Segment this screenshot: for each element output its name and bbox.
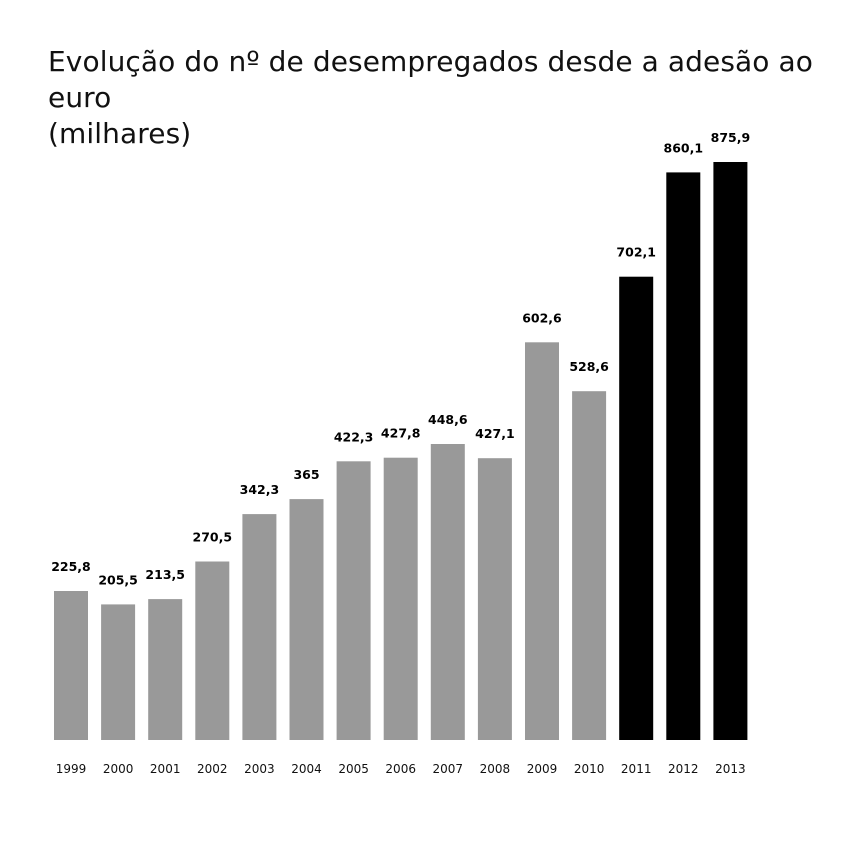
x-tick-label-2012: 2012 [668,762,699,776]
bar-2009 [525,342,559,740]
value-label-2009: 602,6 [522,310,562,325]
bar-2003 [242,514,277,740]
bar-2004 [289,499,324,740]
bar-2000 [101,604,136,740]
value-label-2007: 448,6 [428,412,468,427]
value-label-2004: 365 [293,467,319,482]
x-tick-label-2006: 2006 [385,762,416,776]
x-tick-label-2001: 2001 [150,762,181,776]
x-tick-label-2008: 2008 [480,762,511,776]
value-label-2010: 528,6 [569,359,609,374]
bar-2008 [477,458,512,740]
x-tick-label-2003: 2003 [244,762,275,776]
bar-1999 [54,591,88,740]
x-tick-label-2009: 2009 [527,762,558,776]
bar-2005 [336,461,371,740]
x-tick-label-2002: 2002 [197,762,228,776]
value-label-2005: 422,3 [334,429,374,444]
value-label-2013: 875,9 [711,130,751,145]
value-label-2003: 342,3 [240,482,280,497]
chart-title-main: Evolução do nº de desempregados desde a … [48,45,814,114]
value-label-2001: 213,5 [145,567,185,582]
bar-2010 [572,391,607,740]
x-tick-label-2004: 2004 [291,762,322,776]
x-tick-label-2013: 2013 [715,762,746,776]
value-label-2006: 427,8 [381,426,421,441]
x-tick-label-2000: 2000 [103,762,134,776]
bar-2001 [148,599,183,740]
value-label-2012: 860,1 [664,140,704,155]
value-label-2000: 205,5 [98,572,138,587]
chart-title: Evolução do nº de desempregados desde a … [48,44,866,152]
bar-2002 [195,561,230,740]
bar-2013 [713,162,748,740]
x-tick-label-2010: 2010 [574,762,605,776]
value-label-2008: 427,1 [475,426,515,441]
value-label-2002: 270,5 [193,530,233,545]
x-tick-label-1999: 1999 [56,762,87,776]
x-tick-label-2005: 2005 [338,762,369,776]
bar-2011 [619,276,654,740]
bar-2007 [430,444,465,740]
x-tick-label-2007: 2007 [433,762,464,776]
chart-subtitle: (milhares) [48,117,192,150]
bar-2006 [383,457,418,740]
bar-2012 [666,172,701,740]
value-label-1999: 225,8 [51,559,91,574]
x-tick-label-2011: 2011 [621,762,652,776]
value-label-2011: 702,1 [616,245,656,260]
